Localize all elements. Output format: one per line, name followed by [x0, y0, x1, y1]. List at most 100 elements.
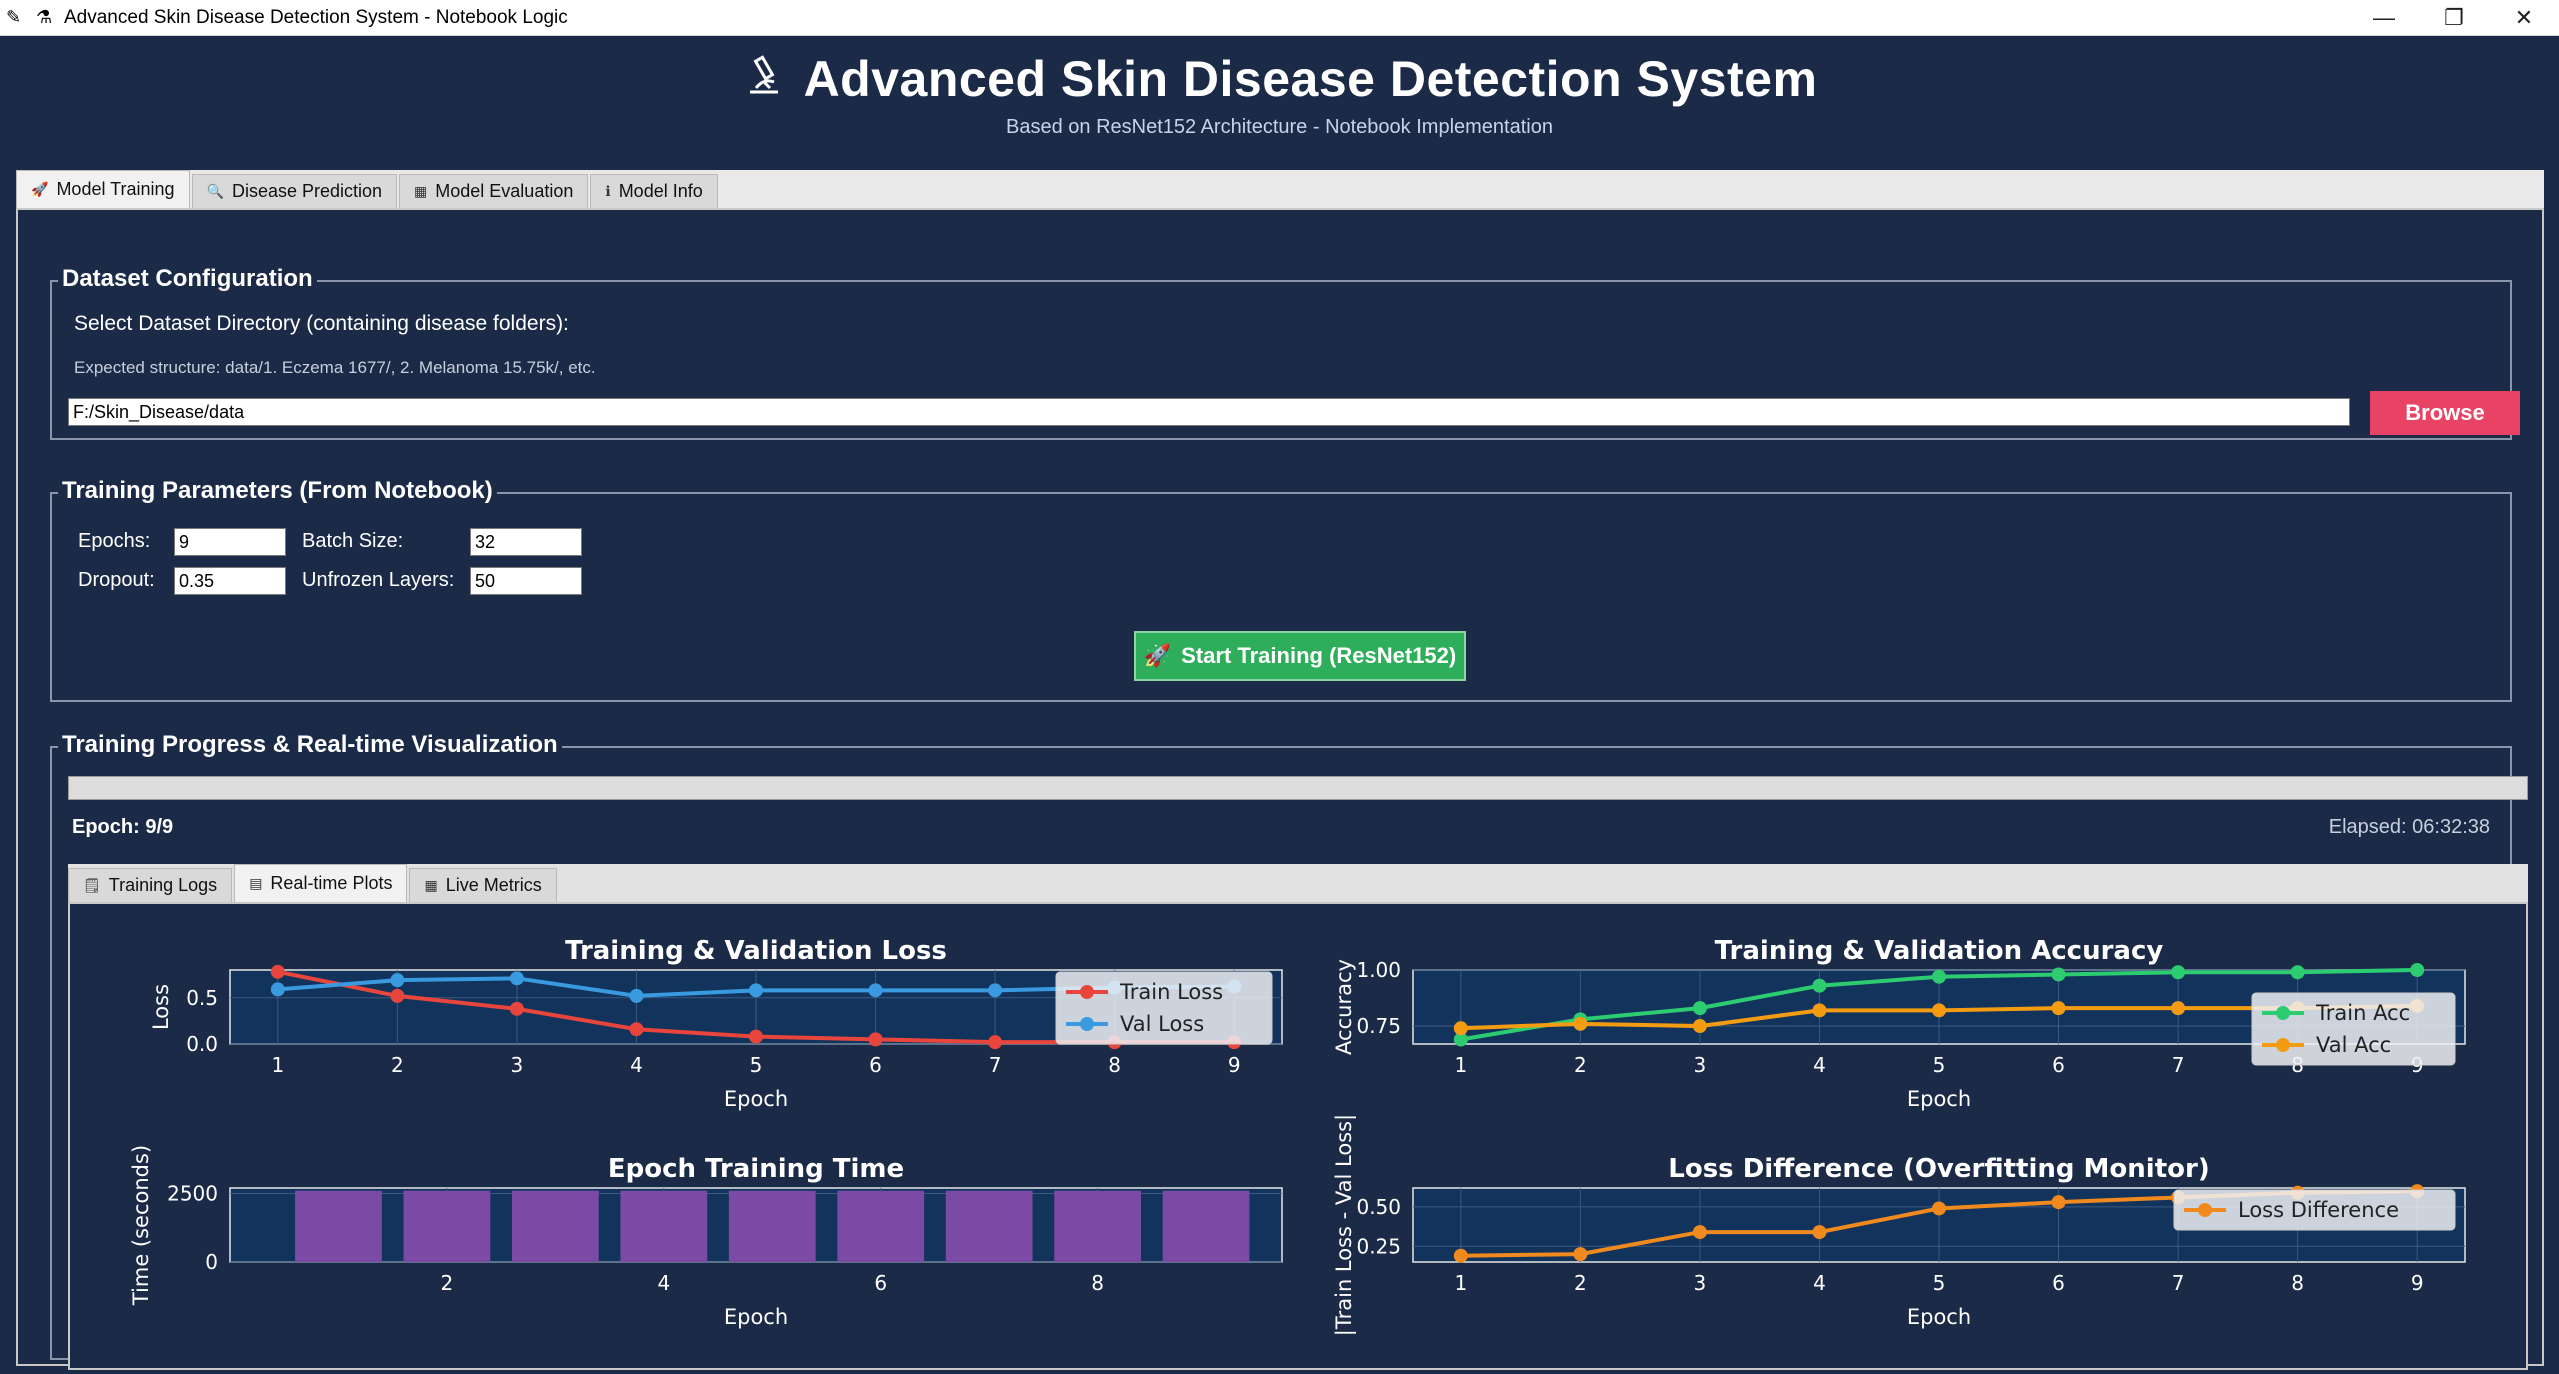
x-tick-label: 7 — [2172, 1053, 2185, 1077]
app-header: Advanced Skin Disease Detection System B… — [0, 36, 2559, 168]
legend-marker — [2276, 1006, 2290, 1020]
y-axis-label: Accuracy — [1332, 959, 1356, 1055]
window-titlebar: ✎ ⚗ Advanced Skin Disease Detection Syst… — [0, 0, 2559, 36]
training-charts-canvas: Training & Validation Loss 1 2 3 4 5 6 7 8 9 0.0 0.… — [129, 936, 2466, 1336]
training-params-title: Training Parameters (From Notebook) — [58, 477, 497, 505]
time-bar — [511, 1190, 599, 1262]
start-training-button[interactable]: 🚀 Start Training (ResNet152) — [1134, 631, 1466, 681]
main-tab-bar: 🚀 Model Training 🔍 Disease Prediction ▦ … — [16, 170, 2544, 208]
metrics-icon: ▦ — [424, 877, 438, 893]
legend-label: Val Loss — [1120, 1012, 1204, 1036]
data-point — [1573, 1247, 1588, 1262]
x-tick-label: 5 — [1933, 1271, 1946, 1295]
x-tick-label: 3 — [1694, 1271, 1707, 1295]
time-bar — [728, 1190, 816, 1262]
chart-title: Loss Difference (Overfitting Monitor) — [1668, 1154, 2209, 1184]
dataset-structure-hint: Expected structure: data/1. Eczema 1677/… — [74, 358, 596, 377]
time-bar — [403, 1190, 491, 1262]
tab-live-metrics[interactable]: ▦ Live Metrics — [409, 868, 557, 902]
training-progress-title: Training Progress & Real-time Visualizat… — [58, 731, 562, 759]
y-axis-label: |Train Loss - Val Loss| — [1332, 1114, 1357, 1336]
tab-label: Live Metrics — [445, 875, 542, 895]
tab-model-evaluation[interactable]: ▦ Model Evaluation — [399, 174, 589, 208]
x-tick-label: 1 — [271, 1053, 284, 1077]
viz-tab-bar: 🗒 Training Logs ▤ Real-time Plots ▦ Live… — [68, 864, 2528, 902]
dropout-input[interactable] — [174, 567, 286, 595]
x-tick-label: 4 — [1813, 1053, 1826, 1077]
batch-size-input[interactable] — [470, 528, 582, 556]
tab-training-logs[interactable]: 🗒 Training Logs — [68, 868, 233, 902]
chart-icon: ▦ — [414, 183, 428, 199]
tab-model-training[interactable]: 🚀 Model Training — [16, 170, 190, 208]
x-tick-label: 7 — [2172, 1271, 2185, 1295]
dataset-path-input[interactable] — [68, 398, 2350, 426]
browse-button[interactable]: Browse — [2370, 391, 2520, 435]
page-title: Advanced Skin Disease Detection System — [803, 51, 1818, 107]
y-tick-label: 0.25 — [1356, 1234, 1401, 1258]
x-tick-label: 2 — [441, 1271, 454, 1295]
tab-realtime-plots[interactable]: ▤ Real-time Plots — [234, 864, 408, 902]
rocket-icon: 🚀 — [1143, 643, 1172, 668]
data-point — [2171, 965, 2186, 980]
data-point — [1453, 1032, 1468, 1047]
tab-label: Training Logs — [108, 875, 218, 895]
y-tick-label: 0 — [205, 1250, 218, 1274]
data-point — [868, 1032, 883, 1047]
tab-model-info[interactable]: ℹ Model Info — [590, 174, 718, 208]
main-notebook: 🚀 Model Training 🔍 Disease Prediction ▦ … — [16, 170, 2544, 1370]
x-axis-label: Epoch — [1907, 1087, 1971, 1111]
epoch-status: Epoch: 9/9 — [72, 816, 174, 838]
x-tick-label: 1 — [1454, 1053, 1467, 1077]
data-point — [749, 983, 763, 998]
tab-label: Model Training — [56, 179, 175, 199]
legend-label: Train Acc — [2315, 1001, 2410, 1025]
data-point — [1812, 1003, 1827, 1018]
unfrozen-layers-label: Unfrozen Layers: — [302, 569, 455, 591]
data-point — [1692, 1019, 1707, 1034]
legend-marker — [2198, 1203, 2212, 1217]
data-point — [509, 971, 524, 986]
minimize-button[interactable]: — — [2373, 4, 2395, 30]
x-tick-label: 7 — [989, 1053, 1002, 1077]
chart-title: Training & Validation Loss — [565, 936, 947, 966]
time-bar — [945, 1190, 1033, 1262]
x-tick-label: 2 — [1574, 1271, 1587, 1295]
training-params-frame: Training Parameters (From Notebook) Epoc… — [50, 477, 2512, 702]
legend-marker — [2276, 1038, 2290, 1052]
time-bar — [1162, 1190, 1250, 1262]
data-point — [509, 1001, 524, 1016]
tab-disease-prediction[interactable]: 🔍 Disease Prediction — [191, 174, 398, 208]
data-point — [2051, 1001, 2066, 1016]
x-tick-label: 4 — [630, 1053, 643, 1077]
legend-box — [1055, 971, 1273, 1045]
data-point — [270, 964, 285, 979]
data-point — [1573, 1016, 1588, 1031]
y-axis-label: Time (seconds) — [129, 1145, 153, 1306]
legend-label: Train Loss — [1119, 980, 1223, 1004]
x-tick-label: 4 — [657, 1271, 670, 1295]
data-point — [1932, 1201, 1946, 1216]
epochs-input[interactable] — [174, 528, 286, 556]
training-progress-bar — [68, 776, 2528, 800]
unfrozen-layers-input[interactable] — [470, 567, 582, 595]
data-point — [2290, 965, 2305, 980]
legend-marker — [1080, 985, 1094, 999]
maximize-button[interactable]: ❐ — [2444, 4, 2464, 30]
data-point — [629, 1022, 644, 1037]
progress-bar-fill — [69, 777, 2527, 799]
x-tick-label: 8 — [1091, 1271, 1104, 1295]
x-tick-label: 6 — [2052, 1053, 2065, 1077]
x-tick-label: 2 — [1574, 1053, 1587, 1077]
realtime-plots-panel: Training & Validation Loss 1 2 3 4 5 6 7 8 9 0.0 0.… — [68, 902, 2528, 1370]
dataset-dir-label: Select Dataset Directory (containing dis… — [74, 312, 569, 335]
x-tick-label: 6 — [869, 1053, 882, 1077]
data-point — [749, 1029, 763, 1044]
legend-label: Loss Difference — [2238, 1198, 2399, 1222]
data-point — [270, 982, 285, 997]
y-tick-label: 0.50 — [1356, 1195, 1401, 1219]
legend-label: Val Acc — [2316, 1033, 2391, 1057]
y-tick-label: 0.75 — [1356, 1014, 1401, 1038]
app-title-row: Advanced Skin Disease Detection System — [0, 50, 2559, 108]
epochs-label: Epochs: — [78, 530, 151, 552]
close-button[interactable]: ✕ — [2514, 4, 2534, 30]
